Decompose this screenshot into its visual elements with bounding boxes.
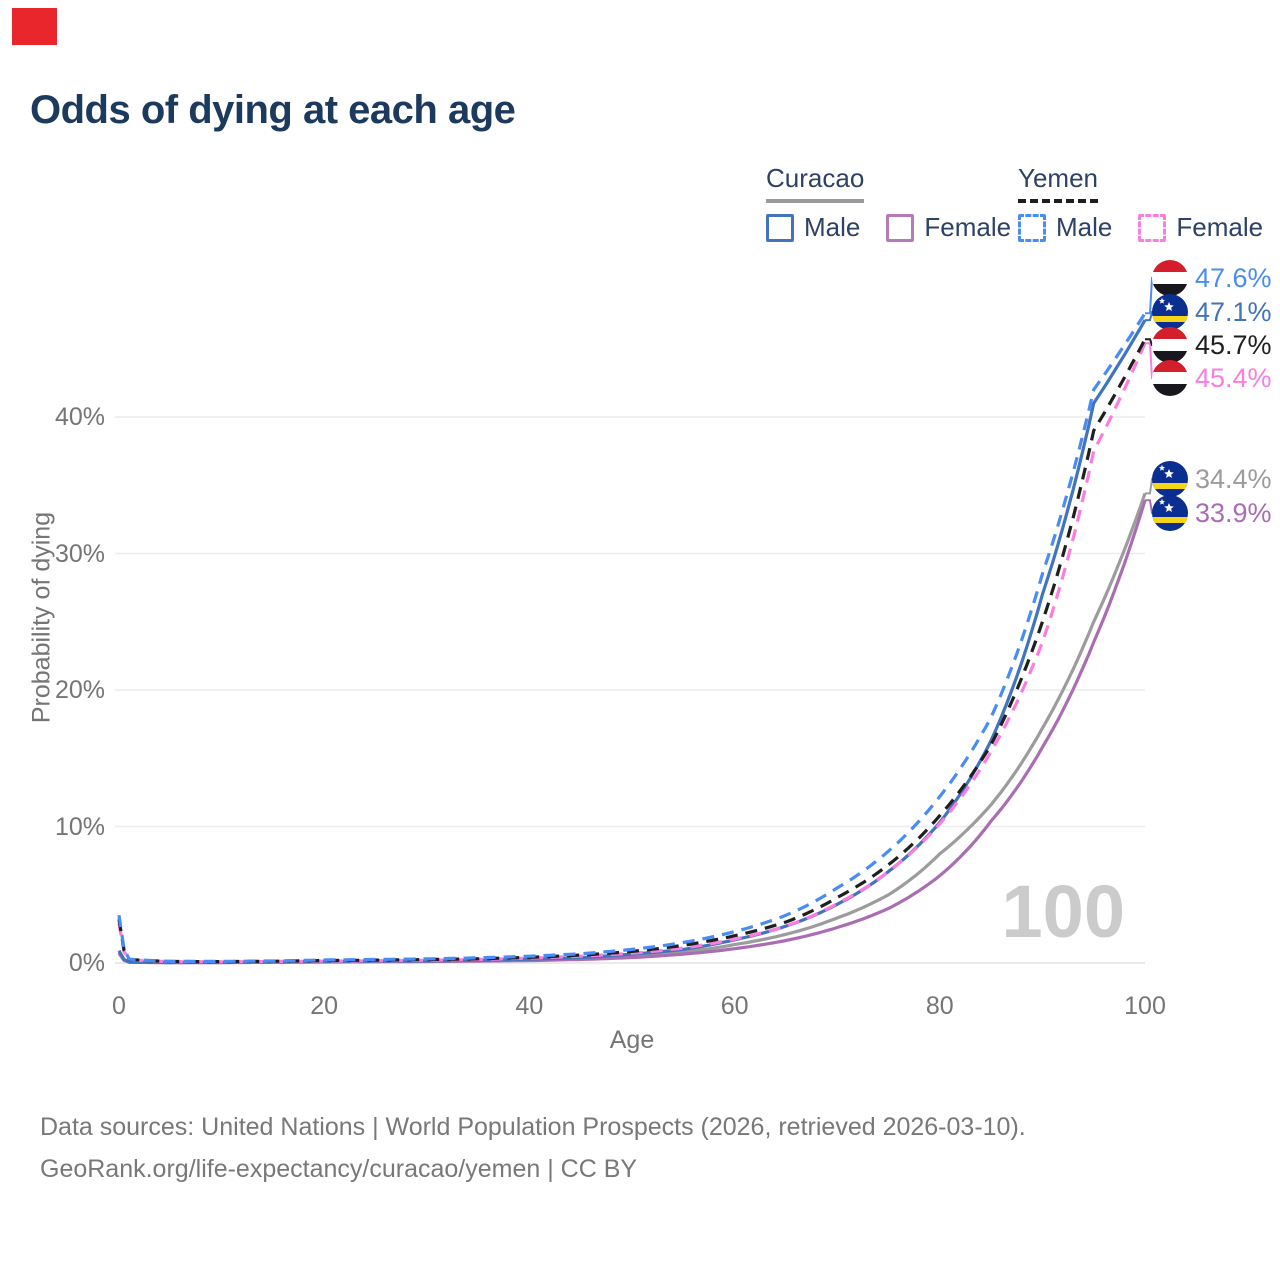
footer-link: GeoRank.org/life-expectancy/curacao/yeme… bbox=[40, 1155, 638, 1183]
end-label-value-yemen-total: 45.7% bbox=[1195, 329, 1272, 360]
legend-label-yemen-female: Female bbox=[1176, 212, 1264, 242]
end-label-yemen-male: 47.6% bbox=[1152, 259, 1272, 297]
xtick-0: 0 bbox=[112, 992, 126, 1020]
xtick-40: 40 bbox=[515, 992, 544, 1020]
series-line-yemen-female bbox=[117, 342, 1147, 964]
end-label-value-yemen-female: 45.4% bbox=[1195, 362, 1272, 393]
end-label-yemen-female: 45.4% bbox=[1152, 359, 1272, 397]
footer: Data sources: United Nations | World Pop… bbox=[40, 1106, 1026, 1190]
series-line-yemen-total bbox=[117, 338, 1147, 964]
ytick-40: 40% bbox=[54, 403, 105, 431]
xtick-80: 80 bbox=[925, 992, 954, 1020]
yemen-flag-icon bbox=[1152, 327, 1188, 363]
legend-checkbox-yemen-female[interactable] bbox=[1138, 213, 1167, 242]
y-axis-title: Probability of dying bbox=[27, 511, 56, 724]
yemen-flag-icon bbox=[1152, 260, 1188, 296]
ytick-10: 10% bbox=[54, 812, 105, 841]
xtick-100: 100 bbox=[1124, 992, 1166, 1020]
series-line-curacao-total bbox=[117, 492, 1147, 965]
legend-label-curacao-male: Male bbox=[804, 212, 861, 242]
ytick-30: 30% bbox=[54, 539, 105, 568]
footer-sources: Data sources: United Nations | World Pop… bbox=[40, 1113, 1026, 1141]
legend-label-yemen-male: Male bbox=[1056, 212, 1113, 242]
series-line-curacao-female bbox=[117, 499, 1147, 965]
yemen-flag-icon bbox=[1152, 360, 1188, 396]
ytick-20: 20% bbox=[54, 676, 105, 704]
xtick-60: 60 bbox=[720, 992, 749, 1020]
legend-country-yemen: Yemen bbox=[1018, 163, 1098, 203]
curacao-flag-icon bbox=[1152, 461, 1188, 497]
end-label-curacao-male: 47.1% bbox=[1152, 293, 1272, 331]
legend-group-curacao: Curacao Male Female bbox=[766, 163, 1027, 243]
legend-label-curacao-female: Female bbox=[924, 212, 1012, 242]
legend-checkbox-curacao-male[interactable] bbox=[766, 213, 794, 242]
watermark-age-100: 100 bbox=[1001, 870, 1125, 953]
xtick-20: 20 bbox=[310, 992, 339, 1020]
x-axis-title: Age bbox=[609, 1026, 655, 1054]
end-label-curacao-total: 34.4% bbox=[1152, 460, 1272, 498]
end-label-curacao-female: 33.9% bbox=[1152, 494, 1272, 532]
curacao-flag-icon bbox=[1152, 294, 1188, 330]
ytick-0: 0% bbox=[68, 949, 105, 977]
end-label-value-curacao-female: 33.9% bbox=[1195, 497, 1272, 528]
legend-country-curacao: Curacao bbox=[766, 163, 865, 203]
red-marker bbox=[12, 8, 57, 45]
end-label-value-curacao-total: 34.4% bbox=[1195, 463, 1272, 494]
legend-group-yemen: Yemen Male Female bbox=[1018, 163, 1279, 243]
series-line-yemen-male bbox=[117, 312, 1147, 963]
legend-checkbox-yemen-male[interactable] bbox=[1018, 213, 1046, 242]
legend-checkbox-curacao-female[interactable] bbox=[886, 213, 915, 242]
end-label-value-curacao-male: 47.1% bbox=[1195, 296, 1272, 327]
page-title: Odds of dying at each age bbox=[30, 88, 516, 132]
end-label-yemen-total: 45.7% bbox=[1152, 326, 1272, 364]
end-label-value-yemen-male: 47.6% bbox=[1195, 262, 1272, 293]
curacao-flag-icon bbox=[1152, 495, 1188, 531]
